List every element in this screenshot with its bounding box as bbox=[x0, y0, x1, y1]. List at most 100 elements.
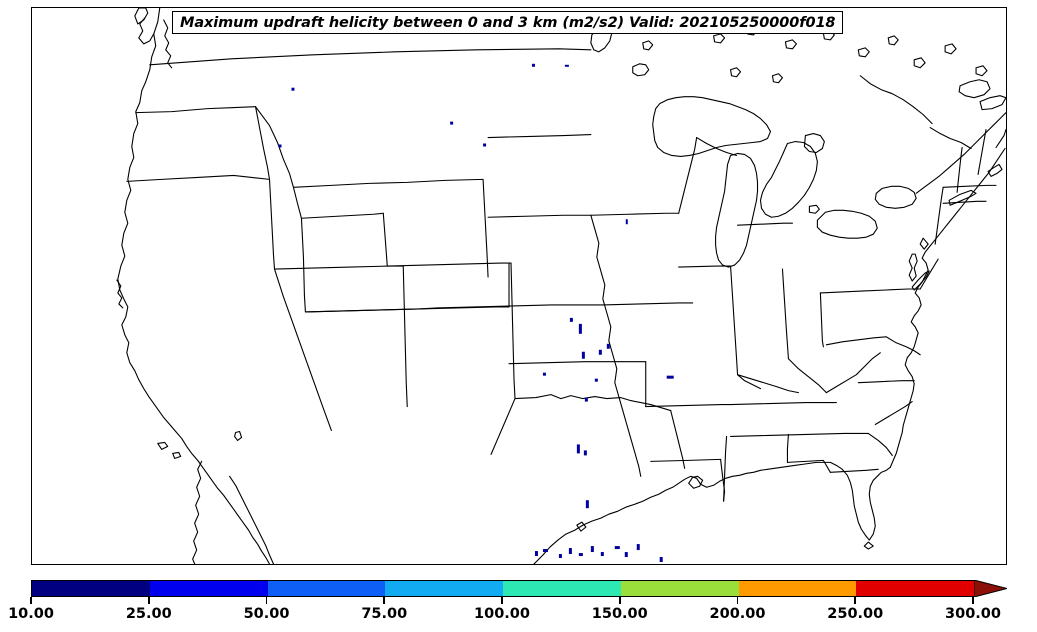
colorbar-tick-label: 200.00 bbox=[709, 606, 766, 622]
colorbar-tick bbox=[265, 597, 268, 604]
lake-erie bbox=[816, 209, 878, 239]
uh-point bbox=[584, 397, 588, 402]
canada-lake-m bbox=[771, 73, 784, 84]
border-ks-ok bbox=[508, 361, 647, 365]
channel-islands-a bbox=[157, 441, 169, 450]
canada-lake-h bbox=[642, 40, 654, 51]
colorbar-tick-label: 10.00 bbox=[8, 606, 54, 622]
atlantic-coastline bbox=[889, 147, 1006, 468]
uh-point bbox=[291, 87, 295, 91]
colorbar-tick-label: 100.00 bbox=[474, 606, 530, 622]
uh-point bbox=[569, 317, 573, 322]
border-ok-tx bbox=[514, 394, 672, 412]
canada-lake-g bbox=[887, 35, 899, 46]
uh-point bbox=[594, 378, 598, 382]
colorbar-segment-25.00-50.00 bbox=[149, 581, 268, 596]
map-title-text: Maximum updraft helicity between 0 and 3… bbox=[180, 14, 836, 31]
colorbar-gradient-strip bbox=[31, 580, 975, 597]
canada-lake-b bbox=[713, 33, 726, 44]
outer-banks bbox=[911, 270, 930, 291]
border-co-nm bbox=[386, 262, 512, 267]
uh-point bbox=[531, 63, 535, 67]
border-pa-ny bbox=[819, 288, 921, 294]
baja-coast bbox=[192, 460, 203, 564]
border-ct-ny bbox=[942, 200, 987, 204]
border-ut-az bbox=[273, 265, 404, 270]
border-mt-sd-nd bbox=[482, 178, 489, 278]
canada-lake-k bbox=[975, 65, 988, 77]
pacific-coastline bbox=[117, 8, 271, 564]
colorbar-segment-250.00-300.00 bbox=[856, 581, 974, 596]
florida-keys bbox=[863, 541, 874, 550]
border-al-ga bbox=[786, 433, 789, 463]
uh-point bbox=[659, 557, 663, 563]
channel-islands-b bbox=[172, 451, 182, 459]
uh-point bbox=[600, 552, 604, 557]
border-wa-or bbox=[135, 106, 257, 114]
border-mn-ia bbox=[590, 212, 680, 216]
colorbar-tick bbox=[854, 597, 857, 604]
uh-point bbox=[606, 343, 610, 349]
olympic-peninsula bbox=[138, 17, 155, 45]
border-us-canada-west bbox=[149, 48, 592, 66]
uh-point bbox=[590, 546, 594, 553]
uh-point bbox=[558, 554, 562, 559]
border-ms-al bbox=[723, 435, 728, 502]
colorbar-segment-100.00-150.00 bbox=[503, 581, 621, 596]
border-md-de-va bbox=[885, 336, 921, 356]
uh-point bbox=[578, 553, 583, 557]
border-il-in bbox=[730, 265, 739, 376]
colorbar-segment-150.00-200.00 bbox=[620, 581, 739, 596]
border-ar-la bbox=[650, 458, 722, 462]
map-panel bbox=[31, 7, 1007, 565]
colorbar-tick bbox=[618, 597, 621, 604]
border-nh-me bbox=[977, 129, 987, 175]
colorbar-tick bbox=[736, 597, 739, 604]
border-tn-ms-al-ga bbox=[730, 432, 869, 438]
gulf-coast bbox=[533, 461, 891, 564]
border-mt-wy bbox=[292, 178, 484, 188]
border-il-ky-mo bbox=[737, 374, 762, 390]
border-in-ky bbox=[737, 374, 799, 394]
colorbar-tick-label: 50.00 bbox=[243, 606, 290, 622]
delaware-bay bbox=[919, 237, 929, 250]
border-nd-sd bbox=[487, 133, 592, 139]
border-wv-pa-md bbox=[825, 336, 887, 346]
salton-sea bbox=[234, 430, 243, 441]
border-sd-ne bbox=[487, 214, 592, 218]
border-mi-upper bbox=[696, 136, 738, 157]
georgian-bay bbox=[803, 133, 825, 154]
border-in-oh bbox=[781, 268, 789, 360]
border-az-nm bbox=[402, 265, 408, 408]
lake-ontario bbox=[874, 185, 917, 209]
border-mo-ar bbox=[645, 404, 732, 408]
border-ky-tn bbox=[730, 402, 837, 406]
uh-point bbox=[450, 121, 454, 125]
colorbar-tick-label: 300.00 bbox=[945, 606, 1001, 622]
border-ia-mo bbox=[602, 302, 694, 306]
lake-of-the-woods bbox=[632, 63, 650, 77]
uh-point bbox=[598, 349, 602, 355]
cape-cod bbox=[987, 163, 1003, 177]
updraft-helicity-data-layer bbox=[278, 63, 674, 563]
lake-huron bbox=[759, 140, 818, 218]
uh-point bbox=[625, 219, 628, 225]
border-or-nv-ca bbox=[126, 174, 271, 182]
colorbar-segment-75.00-100.00 bbox=[385, 581, 503, 596]
uh-point bbox=[534, 551, 538, 557]
canada-lake-j bbox=[944, 43, 957, 55]
colorbar-over-range-arrow bbox=[974, 580, 1007, 597]
uh-point bbox=[624, 552, 628, 558]
border-wy-co bbox=[300, 217, 306, 313]
lake-michigan bbox=[715, 152, 759, 268]
border-nm-tx bbox=[510, 262, 516, 400]
canada-lake-f bbox=[857, 47, 870, 58]
border-sc-nc bbox=[874, 401, 913, 426]
border-pa-oh bbox=[819, 292, 824, 348]
colorbar-tick bbox=[30, 597, 32, 604]
border-nv-ut bbox=[268, 178, 276, 270]
border-ma-ct-ri bbox=[942, 184, 997, 188]
uh-point bbox=[614, 546, 620, 550]
uh-point bbox=[636, 544, 640, 551]
colorbar-tick-label: 250.00 bbox=[827, 606, 884, 622]
